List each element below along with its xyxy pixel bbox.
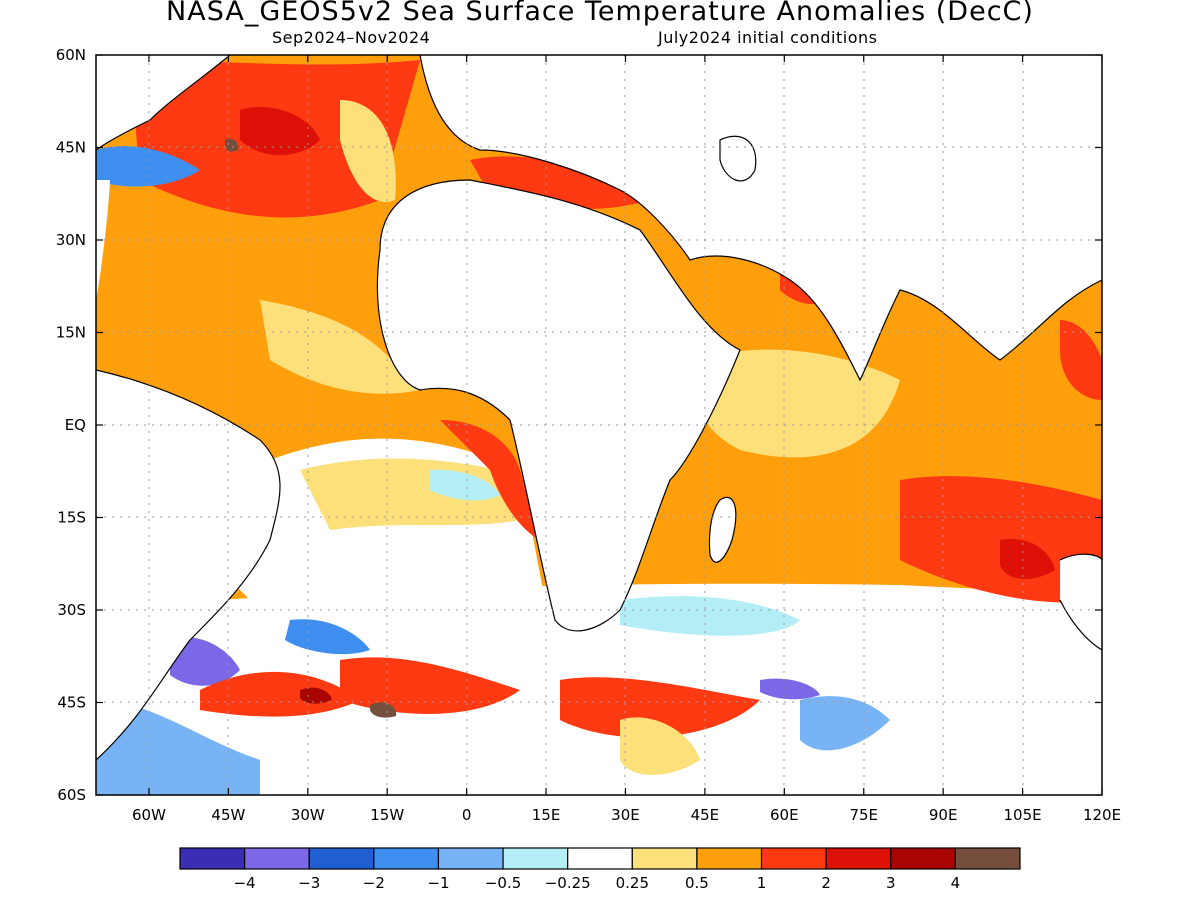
y-tick-label: 15N [56,324,86,342]
colorbar: −4 −3 −2 −1 −0.5 −0.25 0.25 0.5 1 2 3 4 [179,847,1021,892]
colorbar-label: 1 [757,874,767,892]
colorbar-label: −1 [427,874,449,892]
x-tick-label: 45E [691,806,720,824]
x-tick-label: 30E [611,806,640,824]
y-tick-label: 30N [56,231,86,249]
y-tick-label: 45N [56,139,86,157]
x-tick-label: 75E [849,806,878,824]
x-tick-label: 60W [132,806,166,824]
colorbar-swatch [890,847,956,870]
africa-landmass [377,180,740,631]
colorbar-label: −0.25 [545,874,591,892]
colorbar-label: −2 [363,874,385,892]
y-tick-label: 60N [56,46,86,64]
south-america-landmass [96,370,280,760]
colorbar-swatch [373,847,440,870]
graticule [96,55,1102,795]
australia-landmass [1060,554,1102,650]
y-axis-labels: 60N 45N 30N 15N EQ 15S 30S 45S 60S [56,46,86,804]
eurasia-landmass [420,55,1102,380]
map-title: NASA_GEOS5v2 Sea Surface Temperature Ano… [166,0,1034,27]
x-tick-label: 60E [770,806,799,824]
colorbar-swatch [954,847,1021,870]
colorbar-swatch [437,847,504,870]
x-tick-label: 105E [1004,806,1042,824]
x-tick-label: 45W [211,806,245,824]
north-america-landmass [96,55,230,150]
colorbar-label: 0.5 [685,874,709,892]
warm-anomaly-angola [440,420,540,540]
x-axis-labels: 60W 45W 30W 15W 0 15E 30E 45E 60E 75E 90E 105E 120E [132,806,1121,824]
y-tick-label: 60S [57,786,86,804]
colorbar-swatch [308,847,375,870]
warm-anomaly-core [240,106,320,155]
weak-warm-region-indian [696,349,900,458]
x-tick-label: 30W [291,806,325,824]
weak-warm-region [620,717,700,775]
strong-cool-anomaly [760,678,820,700]
x-tick-label: 15W [370,806,404,824]
x-tick-label: 0 [462,806,472,824]
y-tick-label: 45S [57,694,86,712]
cool-anomaly-patch [285,619,370,655]
colorbar-swatch [502,847,569,870]
warm-anomaly-band [200,671,360,717]
y-tick-label: 30S [57,601,86,619]
x-tick-label: 120E [1083,806,1121,824]
extreme-warm-core [224,138,239,152]
strong-cool-anomaly [170,637,240,686]
y-tick-label: 15S [57,509,86,527]
colorbar-label: 0.25 [616,874,649,892]
weak-cool-patch [430,469,500,501]
colorbar-swatch [696,847,763,870]
warm-anomaly-core [1000,539,1055,580]
colorbar-label: 3 [886,874,896,892]
extreme-warm-core [370,702,397,718]
cool-anomaly-nw-atlantic [96,146,200,187]
colorbar-label: −0.5 [485,874,521,892]
colorbar-label: 2 [821,874,831,892]
coastlines [96,55,1102,761]
initial-conditions: July2024 initial conditions [658,28,878,47]
cool-anomaly-sw [96,700,260,795]
forecast-period: Sep2024–Nov2024 [272,28,431,47]
axis-ticks [96,54,1103,796]
warm-anomaly-south-china-sea [1060,320,1102,400]
colorbar-swatch [825,847,892,870]
weak-cool-patch [620,596,800,636]
colorbar-label: 4 [951,874,961,892]
x-tick-label: 90E [929,806,958,824]
very-warm-core [300,687,332,704]
warm-anomaly-band [340,657,520,714]
colorbar-swatch [179,847,246,870]
weak-warm-region [260,300,420,394]
cool-anomaly-patch [800,696,890,751]
weak-warm-region [340,100,396,202]
colorbar-swatch [244,847,310,870]
colorbar-label: −4 [234,874,256,892]
colorbar-swatch [567,847,633,870]
colorbar-swatch [760,847,827,870]
y-tick-label: EQ [65,416,86,434]
map-field [96,55,1102,795]
warm-anomaly-band [560,677,760,738]
colorbar-swatch [631,847,698,870]
colorbar-label: −3 [298,874,320,892]
x-tick-label: 15E [532,806,561,824]
